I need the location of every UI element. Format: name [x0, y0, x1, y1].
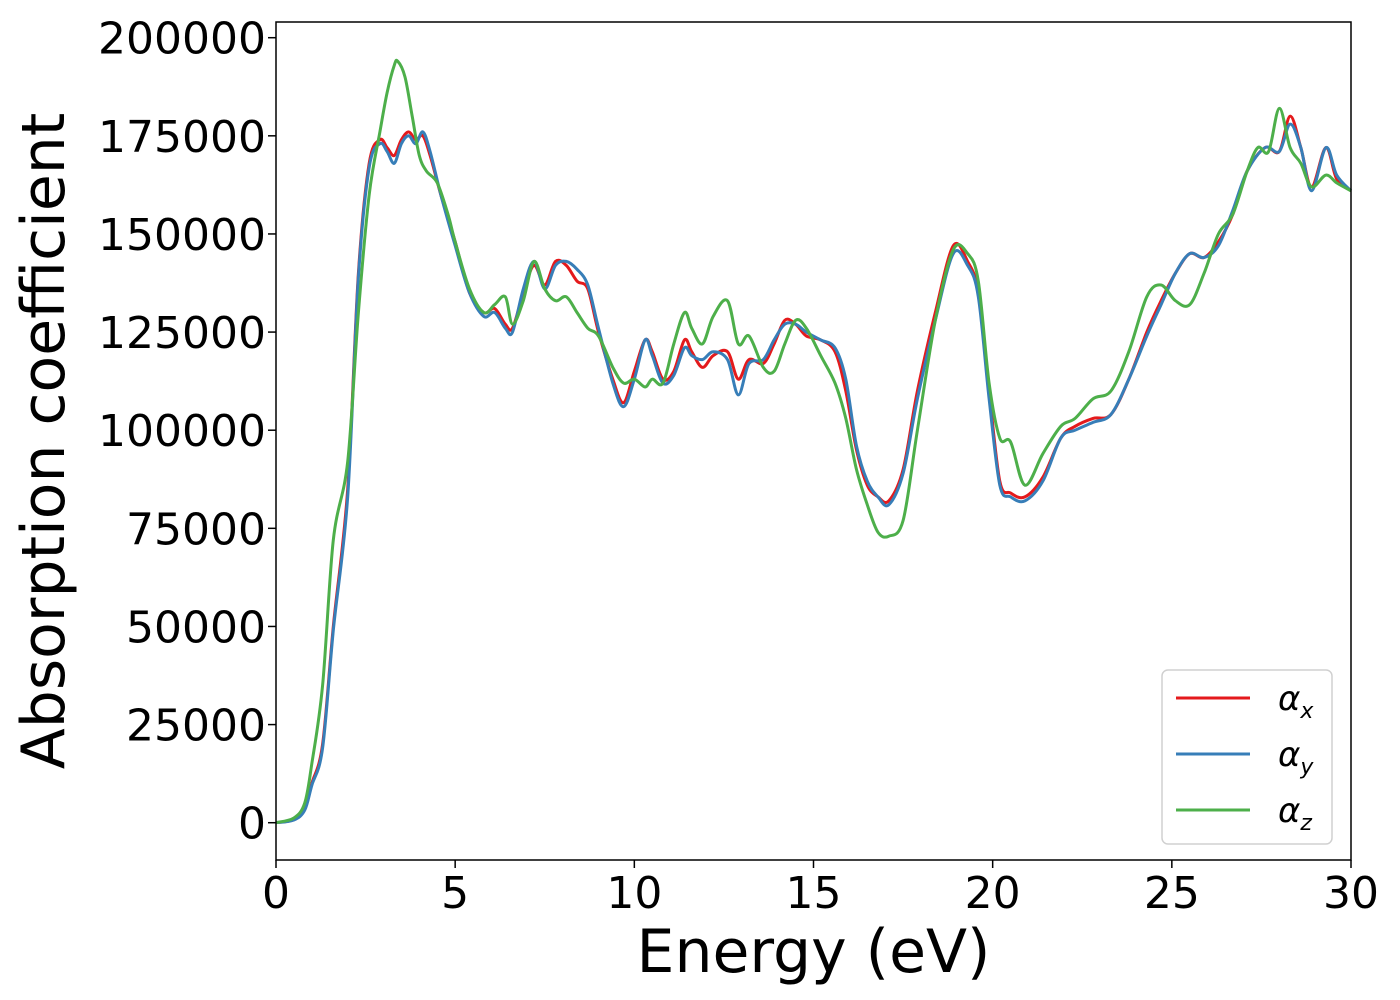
- legend: αx αy αz: [1161, 669, 1333, 845]
- x-axis-ticks: 0 5 10 15 20 25 30: [262, 860, 1379, 919]
- y-tick-label: 100000: [98, 406, 266, 457]
- y-tick-label: 25000: [126, 701, 266, 752]
- x-tick-label: 20: [965, 868, 1021, 919]
- legend-label-y: αy: [1278, 735, 1314, 780]
- series-line-z: [275, 58, 1352, 825]
- y-tick-label: 150000: [98, 210, 266, 261]
- legend-label-z: αz: [1278, 791, 1312, 836]
- y-tick-label: 125000: [98, 308, 266, 359]
- y-tick-label: 200000: [98, 14, 266, 65]
- y-tick-label: 75000: [126, 504, 266, 555]
- legend-label-x: αx: [1278, 679, 1314, 724]
- x-tick-label: 25: [1144, 868, 1200, 919]
- y-axis-ticks: 0 25000 50000 75000 100000 125000 150000 175000…: [98, 14, 276, 850]
- x-tick-label: 0: [262, 868, 290, 919]
- series-line-y: [275, 122, 1353, 825]
- legend-box: [1161, 669, 1333, 845]
- x-axis-label: Energy (eV): [637, 917, 991, 987]
- y-tick-label: 50000: [126, 602, 266, 653]
- y-tick-label: 175000: [98, 112, 266, 163]
- y-axis-label: Absorption coefficient: [9, 113, 79, 770]
- x-tick-label: 30: [1323, 868, 1379, 919]
- x-tick-label: 15: [786, 868, 842, 919]
- series-layer: [275, 58, 1353, 825]
- x-tick-label: 10: [606, 868, 662, 919]
- y-tick-label: 0: [238, 799, 266, 850]
- x-tick-label: 5: [441, 868, 469, 919]
